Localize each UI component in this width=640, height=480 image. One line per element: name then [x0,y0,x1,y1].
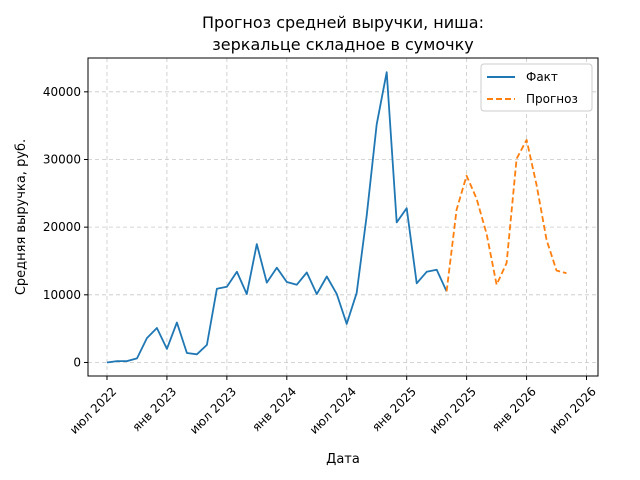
x-tick-label: июл 2025 [427,384,479,436]
x-tick-label: янв 2025 [369,384,419,434]
y-tick-label: 10000 [43,288,81,302]
x-tick-label: июл 2026 [547,384,599,436]
x-axis-label: Дата [326,452,360,467]
series-line-fact [106,71,448,364]
legend: Факт Прогноз [480,63,593,112]
x-tick-label: июл 2023 [187,384,239,436]
y-tick-label: 0 [73,355,81,369]
series-line-forecast [445,138,567,292]
legend-label-fact: Факт [526,70,558,84]
plot-frame [87,57,599,377]
y-tick-label: 40000 [43,85,81,99]
x-tick-label: июл 2024 [307,384,359,436]
chart-title-line-1: Прогноз средней выручки, ниша: [202,13,484,32]
x-tick-label: янв 2026 [489,384,539,434]
x-tick-label: янв 2023 [129,384,179,434]
y-axis-label: Средняя выручка, руб. [14,139,29,295]
legend-label-forecast: Прогноз [526,92,578,106]
chart-title-line-2: зеркальце складное в сумочку [212,35,473,54]
series-lines [106,71,567,364]
x-tick-label: янв 2024 [249,384,299,434]
y-tick-label: 30000 [43,152,81,166]
y-tick-label: 20000 [43,220,81,234]
x-tick-label: июл 2022 [67,384,119,436]
